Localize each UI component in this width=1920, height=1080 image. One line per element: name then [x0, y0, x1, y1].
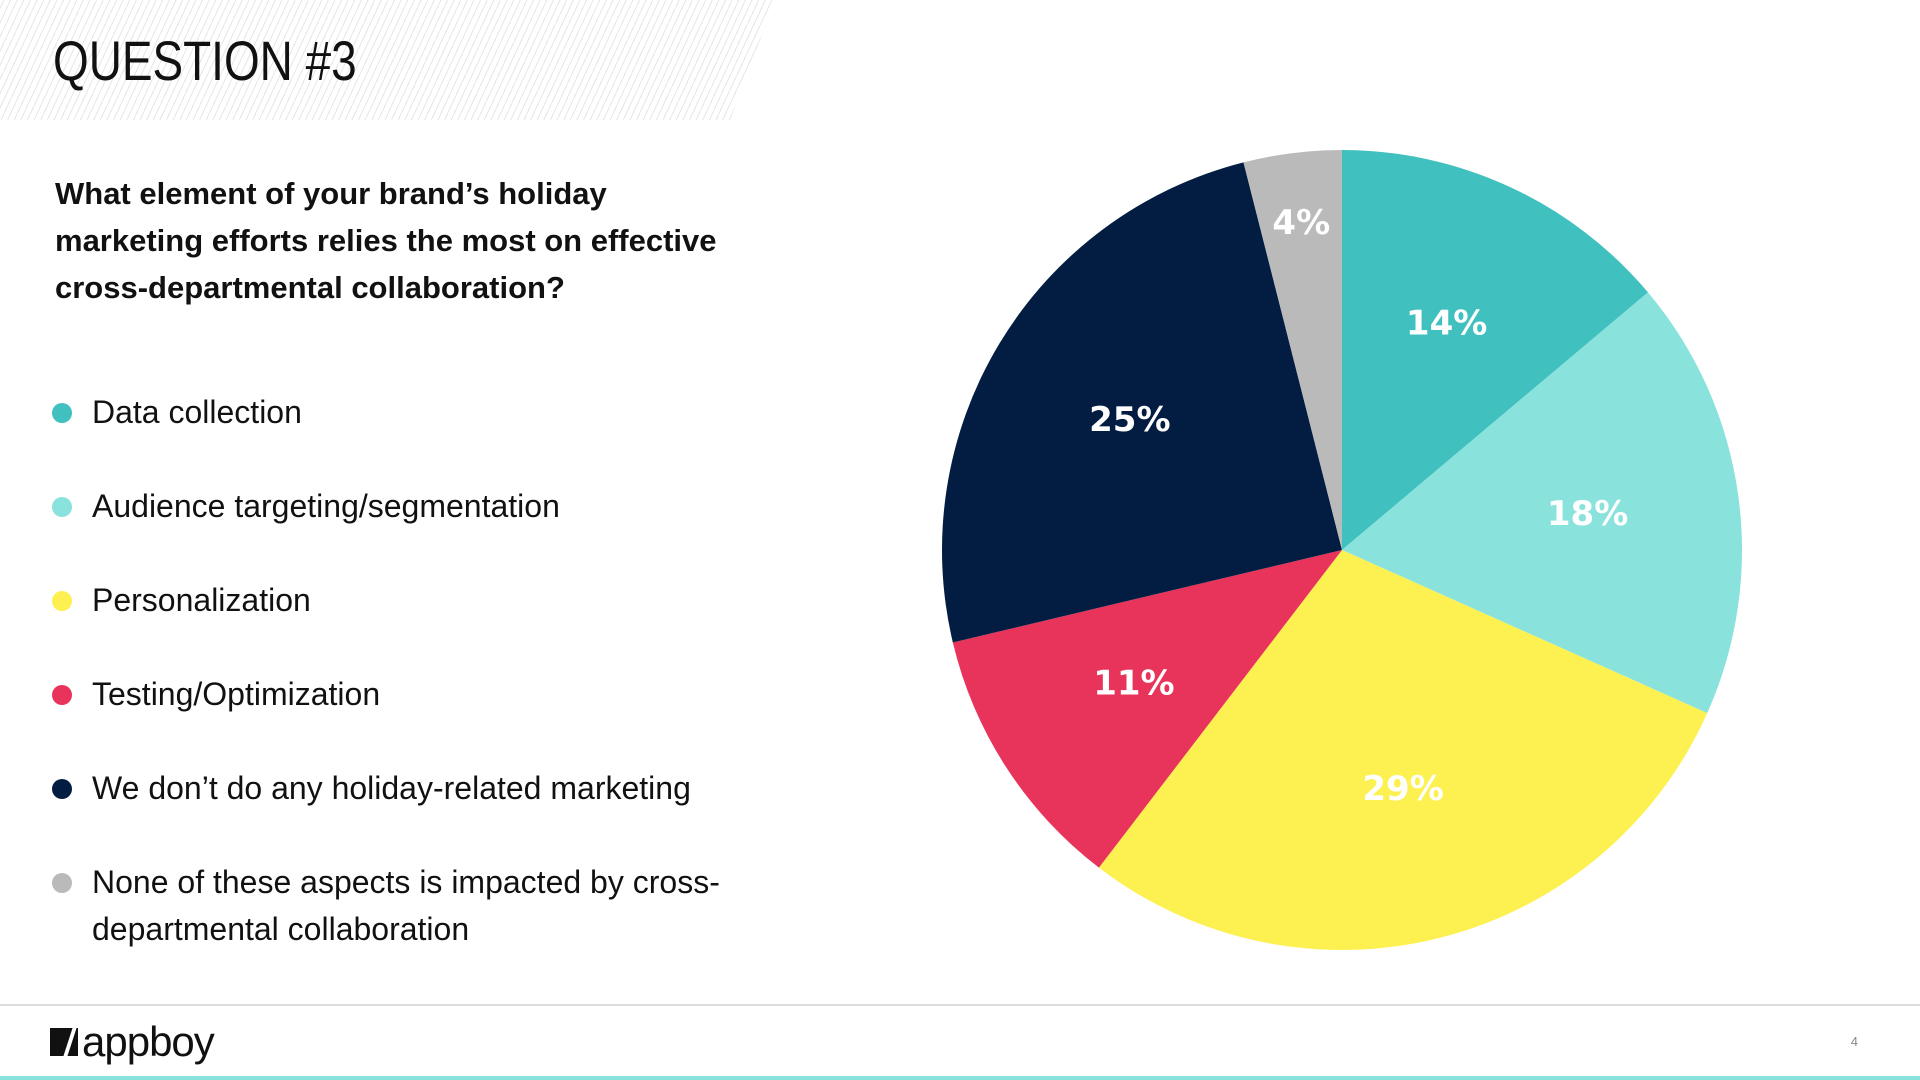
legend-label: Audience targeting/segmentation [92, 488, 560, 524]
pie-chart-svg: 14% 18% 29% 11% 25% 4% [942, 150, 1742, 950]
pie-slice-testing-optimization [952, 550, 1342, 868]
footer-accent-bar [0, 1076, 1920, 1080]
legend-label: We don’t do any holiday-related marketin… [92, 770, 691, 806]
legend-label: Personalization [92, 582, 311, 618]
legend-dot-icon [52, 497, 72, 517]
legend-dot-icon [52, 403, 72, 423]
pie-slice-label: 29% [1362, 769, 1443, 809]
page-number: 4 [1850, 1034, 1858, 1049]
legend-label: Testing/Optimization [92, 676, 381, 712]
pie-slice-label: 4% [1272, 203, 1330, 243]
pie-slice-label: 18% [1547, 494, 1628, 534]
chart-legend: Data collection Audience targeting/segme… [52, 389, 772, 1000]
legend-dot-icon [52, 779, 72, 799]
appboy-logo: appboy [50, 1018, 215, 1066]
header-stripe-band [0, 0, 775, 120]
question-text: What element of your brand’s holiday mar… [55, 176, 717, 305]
slide-title: QUESTION #3 [53, 29, 357, 92]
legend-dot-icon [52, 685, 72, 705]
legend-item-audience-targeting: Audience targeting/segmentation [52, 483, 772, 530]
footer-divider [0, 1004, 1920, 1006]
pie-slice-data-collection [1342, 150, 1648, 550]
legend-label: None of these aspects is impacted by cro… [92, 864, 720, 947]
appboy-logo-mark-icon [50, 1028, 78, 1056]
pie-slice-we-don-t-do-any-holiday-related-marketing [942, 162, 1342, 643]
pie-slice-label: 14% [1406, 304, 1487, 344]
legend-item-none-impacted: None of these aspects is impacted by cro… [52, 859, 772, 953]
legend-label: Data collection [92, 394, 302, 430]
legend-item-no-holiday-marketing: We don’t do any holiday-related marketin… [52, 765, 772, 812]
pie-chart: 14% 18% 29% 11% 25% 4% [920, 130, 1820, 970]
legend-item-testing-optimization: Testing/Optimization [52, 671, 772, 718]
legend-dot-icon [52, 591, 72, 611]
pie-slice-label: 11% [1093, 663, 1174, 703]
legend-dot-icon [52, 873, 72, 893]
pie-slice-audience-targeting-segmentation [1342, 292, 1742, 714]
pie-slice-personalization [1098, 550, 1708, 950]
pie-slice-none-of-these-aspects-is-impacted-by-cross-departmental-collaboration [1243, 150, 1342, 550]
pie-slice-label: 25% [1089, 400, 1170, 440]
legend-item-data-collection: Data collection [52, 389, 772, 436]
legend-item-personalization: Personalization [52, 577, 772, 624]
logo-text: appboy [82, 1018, 215, 1065]
